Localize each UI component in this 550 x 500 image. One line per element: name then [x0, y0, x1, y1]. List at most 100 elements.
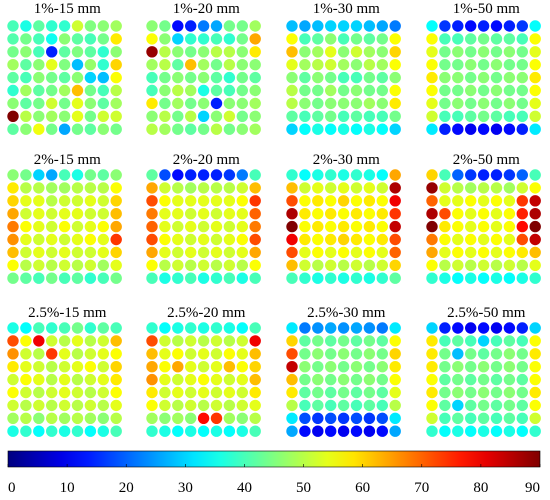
- heatmap-cell: [439, 97, 451, 110]
- heatmap-cell: [210, 195, 223, 207]
- heatmap-cell: [312, 33, 324, 45]
- heatmap-cell: [325, 425, 337, 437]
- heatmap-cell: [97, 208, 110, 220]
- heatmap-cell: [286, 246, 298, 259]
- heatmap-cell: [46, 182, 58, 194]
- heatmap-cell: [503, 195, 516, 207]
- heatmap-cell: [325, 233, 337, 246]
- heatmap-cell: [286, 259, 298, 271]
- heatmap-cell: [58, 110, 71, 123]
- panel-title: 1%-20 mm: [173, 1, 240, 17]
- heatmap-cell: [312, 84, 324, 97]
- heatmap-cell: [325, 46, 337, 58]
- heatmap-cell: [210, 399, 223, 412]
- heatmap-cell: [490, 373, 503, 386]
- heatmap-cell: [426, 58, 438, 71]
- heatmap-cell: [465, 373, 477, 386]
- heatmap-cell: [350, 182, 363, 194]
- heatmap-cell: [46, 33, 58, 45]
- heatmap-cell: [337, 220, 350, 233]
- heatmap-cell: [97, 58, 110, 71]
- heatmap-cell: [503, 182, 516, 194]
- heatmap-cell: [236, 46, 248, 58]
- heatmap-cell: [389, 208, 401, 220]
- heatmap-cell: [376, 361, 388, 373]
- heatmap-cell: [286, 123, 298, 135]
- heatmap-cell: [439, 361, 451, 373]
- heatmap-cell: [325, 361, 337, 373]
- heatmap-cell: [477, 20, 490, 32]
- heatmap-cell: [7, 71, 19, 84]
- heatmap-cell: [439, 169, 451, 181]
- heatmap-cell: [477, 233, 490, 246]
- heatmap-cell: [146, 412, 158, 424]
- heatmap-cell: [33, 272, 45, 284]
- heatmap-cell: [223, 20, 236, 32]
- heatmap-cell: [350, 246, 363, 259]
- heatmap-cell: [84, 425, 97, 437]
- heatmap-cell: [516, 233, 528, 246]
- heatmap-cell: [286, 425, 298, 437]
- heatmap-cell: [299, 272, 311, 284]
- heatmap-cell: [46, 246, 58, 259]
- heatmap-cell: [159, 425, 171, 437]
- heatmap-cell: [452, 412, 464, 424]
- heatmap-cell: [312, 123, 324, 135]
- heatmap-cell: [477, 110, 490, 123]
- heatmap-cell: [490, 322, 503, 334]
- heatmap-cell: [172, 182, 184, 194]
- heatmap-cell: [185, 386, 197, 399]
- heatmap-cell: [426, 208, 438, 220]
- heatmap-cell: [84, 386, 97, 399]
- heatmap-cell: [465, 399, 477, 412]
- heatmap-cell: [172, 412, 184, 424]
- heatmap-cell: [426, 110, 438, 123]
- colorbar-tick-label: 80: [473, 480, 488, 496]
- heatmap-cell: [159, 335, 171, 347]
- heatmap-cell: [84, 233, 97, 246]
- heatmap-cell: [529, 195, 541, 207]
- heatmap-cell: [172, 348, 184, 360]
- heatmap-cell: [146, 46, 158, 58]
- heatmap-cell: [84, 272, 97, 284]
- heatmap-cell: [477, 123, 490, 135]
- heatmap-cell: [249, 259, 261, 271]
- heatmap-cell: [452, 20, 464, 32]
- heatmap-cell: [325, 335, 337, 347]
- heatmap-cell: [312, 335, 324, 347]
- heatmap-cell: [46, 361, 58, 373]
- heatmap-cell: [529, 20, 541, 32]
- heatmap-cell: [249, 208, 261, 220]
- heatmap-panel: 2.5%-20 mm: [146, 305, 261, 437]
- heatmap-cell: [58, 84, 71, 97]
- heatmap-cell: [172, 110, 184, 123]
- heatmap-cell: [58, 322, 71, 334]
- heatmap-cell: [389, 20, 401, 32]
- heatmap-cell: [376, 259, 388, 271]
- heatmap-cell: [210, 272, 223, 284]
- heatmap-cell: [223, 71, 236, 84]
- heatmap-cell: [477, 386, 490, 399]
- heatmap-cell: [172, 195, 184, 207]
- heatmap-cell: [516, 412, 528, 424]
- heatmap-cell: [389, 412, 401, 424]
- heatmap-cell: [350, 58, 363, 71]
- heatmap-cell: [503, 348, 516, 360]
- heatmap-cell: [97, 259, 110, 271]
- heatmap-cell: [46, 272, 58, 284]
- heatmap-cell: [71, 386, 84, 399]
- heatmap-cell: [529, 169, 541, 181]
- heatmap-cell: [312, 20, 324, 32]
- heatmap-cell: [337, 246, 350, 259]
- heatmap-cell: [337, 169, 350, 181]
- heatmap-cell: [299, 322, 311, 334]
- heatmap-cell: [7, 182, 19, 194]
- heatmap-cell: [439, 386, 451, 399]
- heatmap-cell: [376, 58, 388, 71]
- heatmap-cell: [185, 220, 197, 233]
- heatmap-cell: [426, 123, 438, 135]
- heatmap-cell: [71, 412, 84, 424]
- heatmap-cell: [529, 373, 541, 386]
- heatmap-cell: [363, 373, 376, 386]
- heatmap-cell: [503, 208, 516, 220]
